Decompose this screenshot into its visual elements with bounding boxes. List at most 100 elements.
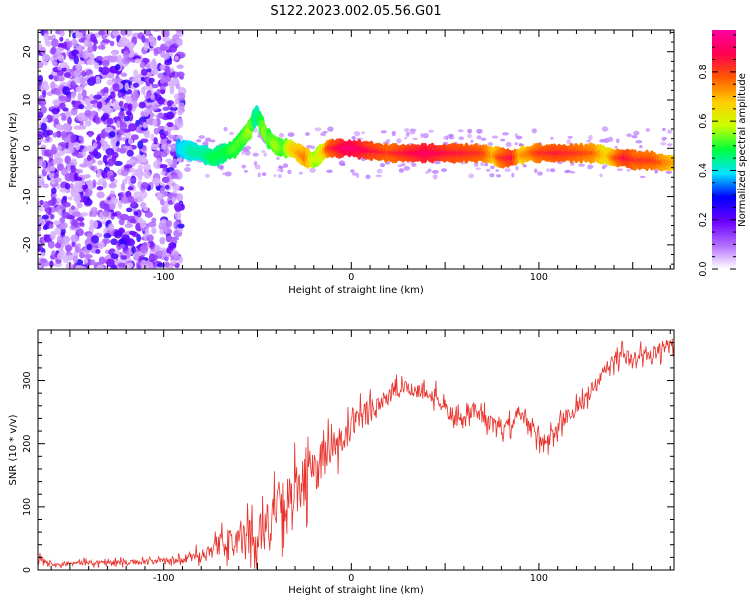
noise-blob (202, 141, 209, 147)
noise-blob (588, 134, 593, 141)
noise-blob (126, 207, 133, 213)
snr-series-line (38, 338, 674, 569)
noise-blob (69, 80, 77, 90)
noise-blob (170, 254, 175, 261)
noise-blob (116, 120, 121, 129)
noise-blob (98, 256, 106, 265)
noise-blob (147, 221, 157, 228)
noise-blob (152, 254, 158, 262)
noise-blob (124, 262, 134, 269)
noise-blob (148, 61, 158, 70)
noise-blob (566, 139, 572, 145)
noise-blob (72, 255, 79, 264)
noise-blob (145, 63, 151, 70)
noise-blob (72, 107, 77, 112)
noise-blob (58, 209, 63, 216)
noise-blob (511, 172, 515, 178)
noise-blob (134, 58, 141, 64)
noise-blob (62, 123, 71, 133)
noise-blob (105, 249, 110, 254)
tick-label: 0.6 (698, 114, 709, 129)
noise-blob (180, 158, 185, 163)
noise-blob (41, 217, 46, 227)
noise-blob (38, 243, 42, 252)
noise-blob (113, 230, 123, 239)
noise-blob (173, 93, 179, 100)
noise-blob (380, 130, 387, 134)
noise-blob (608, 136, 614, 142)
noise-blob (171, 196, 176, 203)
noise-blob (38, 215, 42, 225)
noise-blob (74, 180, 83, 186)
noise-blob (614, 146, 618, 149)
noise-blob (78, 104, 85, 110)
noise-blob (52, 159, 60, 165)
noise-blob (159, 64, 166, 71)
noise-blob (174, 55, 179, 61)
snr-y-ticks: 0 100 200 300 (22, 329, 674, 573)
noise-blob (59, 102, 66, 110)
spectrogram-x-ticks: -100 0 100 (50, 30, 671, 283)
noise-blob (639, 175, 646, 179)
noise-blob (162, 36, 171, 43)
noise-blob (185, 163, 191, 167)
noise-blob (52, 132, 58, 138)
noise-blob (76, 53, 84, 58)
noise-blob (70, 165, 76, 174)
noise-blob (87, 45, 94, 54)
noise-blob (106, 72, 115, 79)
noise-blob (44, 207, 50, 213)
noise-blob (505, 141, 512, 147)
noise-blob (39, 105, 47, 114)
noise-blob (391, 130, 396, 137)
noise-blob (58, 95, 67, 101)
noise-blob (86, 33, 91, 40)
noise-blob (405, 131, 410, 137)
noise-blob (64, 244, 73, 252)
noise-blob (504, 168, 511, 173)
noise-blob (654, 168, 659, 174)
noise-blob (53, 177, 62, 183)
noise-blob (626, 133, 632, 138)
noise-blob (51, 197, 57, 205)
noise-blob (278, 174, 282, 179)
snr-x-ticks: -100 0 100 (50, 330, 671, 584)
noise-blob (159, 164, 168, 169)
noise-blob (666, 143, 673, 147)
noise-blob (157, 125, 166, 131)
noise-blob (480, 161, 485, 167)
noise-blob (531, 128, 537, 134)
noise-blob (631, 135, 638, 139)
noise-blob (57, 150, 65, 156)
noise-blob (164, 60, 173, 66)
noise-blob (54, 89, 62, 96)
noise-blob (124, 175, 133, 181)
noise-blob (57, 165, 63, 171)
noise-blob (257, 172, 261, 178)
noise-blob (108, 55, 116, 63)
noise-blob (422, 132, 429, 139)
noise-blob (168, 242, 177, 249)
noise-blob (44, 168, 51, 173)
noise-blob (645, 127, 650, 132)
noise-blob (70, 133, 77, 143)
noise-blob (101, 39, 111, 44)
noise-blob (119, 147, 126, 154)
noise-blob (473, 161, 479, 167)
noise-blob (241, 149, 245, 156)
noise-blob (660, 141, 667, 146)
noise-blob (140, 202, 147, 209)
noise-blob (120, 213, 129, 221)
noise-blob (78, 228, 83, 236)
noise-blob (78, 124, 87, 130)
noise-blob (64, 172, 73, 182)
noise-blob (109, 40, 115, 47)
tick-label: -100 (153, 272, 175, 283)
noise-blob (86, 154, 92, 162)
noise-blob (85, 160, 92, 167)
noise-blob (59, 61, 68, 69)
noise-blob (546, 168, 550, 173)
noise-blob (73, 69, 81, 78)
noise-blob (113, 106, 119, 111)
noise-blob (139, 61, 146, 69)
